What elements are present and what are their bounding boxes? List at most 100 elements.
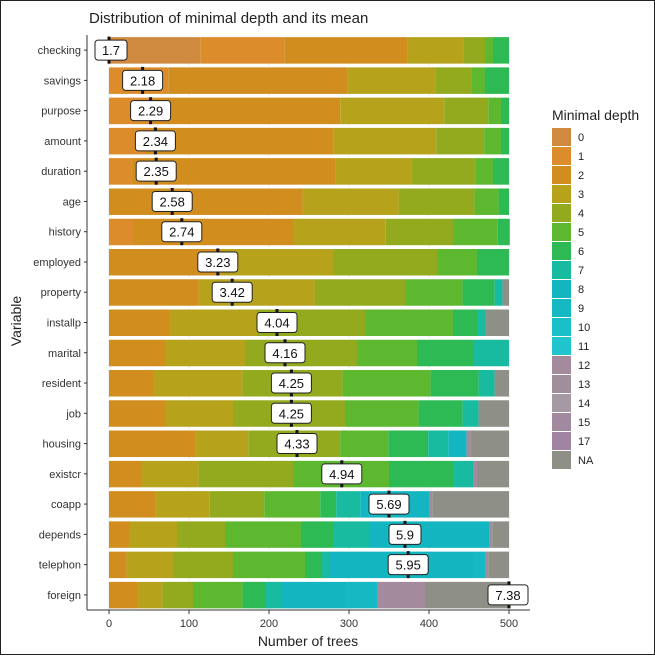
y-tick-label: savings <box>44 75 82 87</box>
bar-segment <box>418 399 463 427</box>
bar-segment <box>492 520 509 548</box>
bar-segment <box>281 581 345 609</box>
bar-segment <box>478 399 509 427</box>
bar-segment <box>428 430 449 458</box>
mean-label-box <box>122 69 164 91</box>
legend-label: 4 <box>578 208 584 220</box>
bar-segment <box>165 399 233 427</box>
y-tick-label: coapp <box>51 499 81 511</box>
mean-label: 2.29 <box>138 104 163 119</box>
legend-key <box>552 280 571 298</box>
y-tick-label: depends <box>39 529 82 541</box>
bar-segment <box>388 430 429 458</box>
legend-key <box>552 242 571 260</box>
bar-segment <box>477 309 485 336</box>
mean-label: 4.16 <box>272 346 297 361</box>
bar-segment <box>437 248 477 276</box>
legend-label: 8 <box>578 284 584 296</box>
axes: checking savings purpose amount duration age h… <box>33 35 530 630</box>
legend-key <box>552 147 571 165</box>
bar-segment <box>109 187 303 215</box>
bar-segment <box>145 127 334 155</box>
bar-segment <box>493 36 509 64</box>
mean-label-box <box>130 100 172 122</box>
bar-segment <box>301 520 333 548</box>
bar-segment <box>345 581 377 609</box>
bar-segment <box>336 490 361 518</box>
y-tick-label: employed <box>33 257 81 269</box>
bar-segment <box>477 460 509 488</box>
bar-segment <box>501 127 509 155</box>
bar-segment <box>200 36 285 64</box>
bar-segment <box>340 97 445 125</box>
y-tick-label: installp <box>47 318 81 330</box>
bar-segment <box>385 218 453 246</box>
mean-label: 2.34 <box>143 134 168 149</box>
legend-label: 2 <box>578 170 584 182</box>
legend-key <box>552 204 571 222</box>
y-tick-label: amount <box>44 136 81 148</box>
bar-segment <box>478 369 495 397</box>
bar-segment <box>284 36 408 64</box>
mean-label-box <box>388 523 422 545</box>
mean-label: 1.7 <box>102 43 120 58</box>
legend-key <box>552 223 571 241</box>
mean-label-box <box>151 190 193 212</box>
bar-segment <box>365 309 453 336</box>
legend-key <box>552 299 571 317</box>
mean-label: 4.04 <box>264 316 289 331</box>
bar-segment <box>389 460 453 488</box>
y-tick-label: age <box>63 196 81 208</box>
legend-label: 17 <box>578 436 590 448</box>
legend-label: 6 <box>578 246 584 258</box>
mean-label-box <box>387 554 429 576</box>
bar-segment <box>109 369 153 397</box>
bar-segment <box>435 66 472 94</box>
bar-segment <box>162 581 193 609</box>
mean-label: 2.58 <box>160 194 185 209</box>
mean-label: 7.38 <box>495 588 520 603</box>
bar-segment <box>302 187 399 215</box>
bar-segment <box>498 187 509 215</box>
bar-segment <box>193 581 243 609</box>
mean-label-box <box>487 584 529 606</box>
y-tick-label: purpose <box>41 106 81 118</box>
mean-label-box <box>161 221 203 243</box>
bar-segment <box>340 430 389 458</box>
legend-label: 9 <box>578 303 584 315</box>
mean-label: 5.9 <box>396 527 414 542</box>
y-tick-label: history <box>49 227 82 239</box>
y-tick-label: property <box>41 287 82 299</box>
bar-segment <box>462 278 495 306</box>
bar-segment <box>398 187 475 215</box>
x-tick-label: 500 <box>500 618 518 630</box>
chart-title: Distribution of minimal depth and its me… <box>89 10 368 27</box>
bar-segment <box>109 218 133 246</box>
legend-key <box>552 356 571 374</box>
bar-segment <box>137 581 163 609</box>
legend-title: Minimal depth <box>552 107 639 123</box>
mean-label: 4.33 <box>284 437 309 452</box>
y-tick-label: job <box>65 408 81 420</box>
bar-segment <box>109 520 129 548</box>
x-tick-label: 100 <box>180 618 198 630</box>
bar-segment <box>335 157 412 185</box>
mean-label-box <box>276 433 318 455</box>
y-axis-label: Variable <box>8 296 24 347</box>
mean-label: 5.95 <box>396 558 421 573</box>
legend-key <box>552 128 571 146</box>
bar-segment <box>357 339 417 367</box>
y-tick-label: resident <box>42 378 81 390</box>
mean-label-box <box>197 251 239 273</box>
x-tick-label: 400 <box>420 618 438 630</box>
bar-segment <box>453 218 498 246</box>
legend-key <box>552 394 571 412</box>
mean-label-box <box>270 402 312 424</box>
bar-segment <box>265 581 281 609</box>
bar-segment <box>436 127 485 155</box>
x-axis-label: Number of trees <box>258 633 358 649</box>
bar-segment <box>347 66 436 94</box>
bar-segment <box>264 490 321 518</box>
